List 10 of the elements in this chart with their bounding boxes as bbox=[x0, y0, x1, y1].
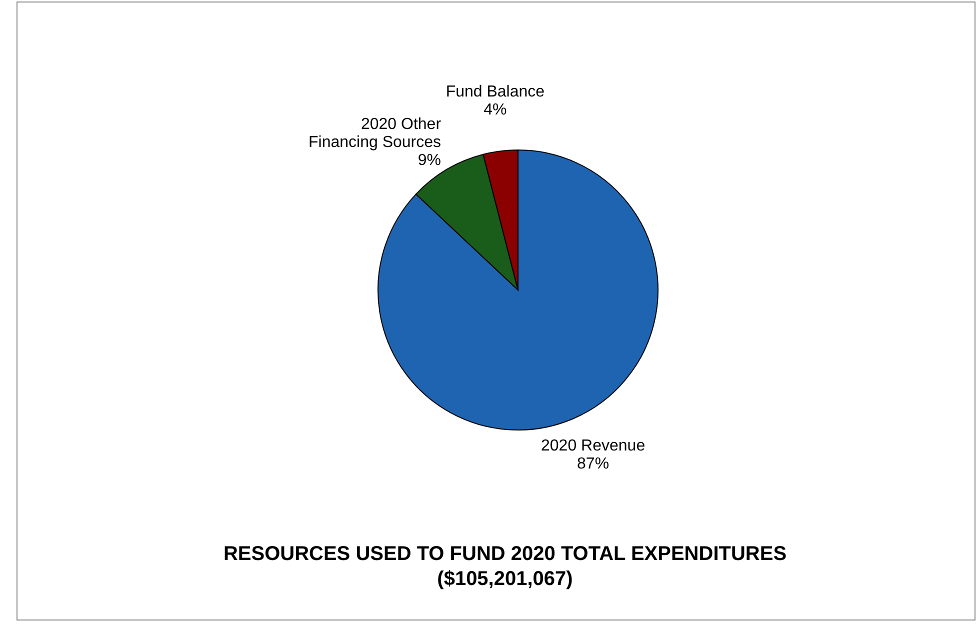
data-label: 4% bbox=[484, 101, 507, 118]
slice-label: 2020 Revenue bbox=[541, 437, 646, 454]
pie-slice bbox=[415, 154, 518, 290]
text: RESOURCES USED TO FUND 2020 TOTAL EXPENDITURES bbox=[223, 543, 787, 565]
text: ($105,201,067) bbox=[437, 568, 573, 590]
data-label: 87% bbox=[577, 455, 610, 472]
slice-label: 2020 Other Financing Sources bbox=[308, 116, 442, 151]
data-label: 9% bbox=[418, 152, 442, 169]
slice-label: Fund Balance bbox=[446, 83, 545, 100]
pie-slice bbox=[378, 150, 658, 430]
